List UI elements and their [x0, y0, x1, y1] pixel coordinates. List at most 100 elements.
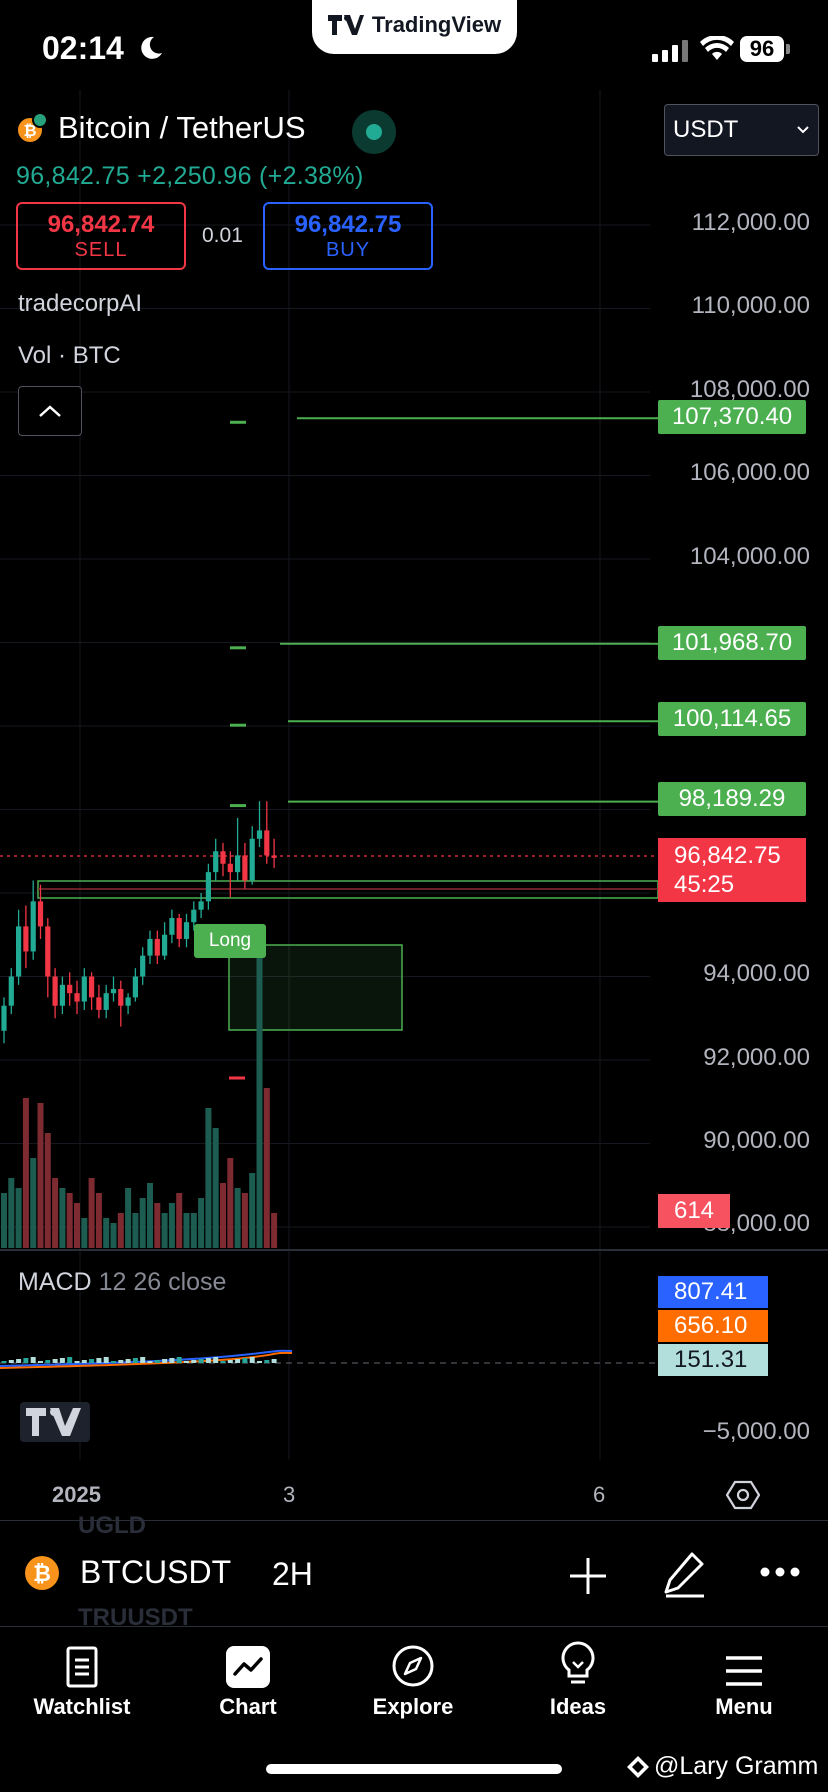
macd-histogram-bar — [132, 1358, 138, 1363]
level-tag[interactable]: 98,189.29 — [658, 782, 806, 816]
tab-chart[interactable]: Chart — [168, 1636, 328, 1720]
time-label: 2025 — [52, 1482, 101, 1507]
macd-histogram-bar — [140, 1357, 146, 1363]
buy-price: 96,842.75 — [294, 210, 402, 238]
candle-body — [242, 855, 248, 881]
current-price-tag[interactable]: 96,842.75 45:25 — [658, 838, 806, 902]
symbol-header[interactable]: ₿ Bitcoin / TetherUS — [16, 110, 306, 146]
macd-histogram-bar — [23, 1358, 29, 1363]
indicator-legend[interactable]: tradecorpAI — [18, 290, 143, 317]
bitcoin-logo-icon: ₿ — [18, 112, 48, 142]
macd-histogram-bar — [154, 1360, 160, 1363]
macd-histogram-bar — [118, 1360, 124, 1363]
symbol-search-button[interactable]: ₿ BTCUSDT — [24, 1554, 231, 1591]
tab-label: Chart — [219, 1694, 277, 1719]
macd-histogram-bar — [271, 1359, 277, 1363]
price-tick: 110,000.00 — [691, 292, 810, 319]
market-open-dot — [366, 124, 382, 140]
tab-label: Menu — [715, 1694, 773, 1719]
moon-icon — [141, 36, 162, 59]
chart-settings-icon[interactable] — [726, 1480, 760, 1510]
buy-button[interactable]: 96,842.75 BUY — [263, 202, 433, 270]
tab-ideas[interactable]: Ideas — [498, 1636, 658, 1720]
volume-bar — [125, 1188, 132, 1248]
macd-histogram-bar — [169, 1358, 175, 1363]
price-tick: 94,000.00 — [703, 960, 810, 987]
candle-body — [220, 851, 226, 864]
candle-body — [37, 901, 44, 927]
volume-bar — [227, 1158, 234, 1248]
svg-text:₿: ₿ — [33, 1562, 51, 1587]
macd-histogram-bar — [125, 1359, 131, 1363]
long-signal-label[interactable]: Long — [194, 924, 266, 958]
collapse-legend-button[interactable] — [18, 386, 82, 436]
macd-histogram-bar — [74, 1361, 80, 1363]
macd-histogram-bar — [220, 1361, 226, 1363]
credit-text: @Lary Gramm — [654, 1752, 819, 1780]
candle-body — [45, 926, 51, 977]
sell-button[interactable]: 96,842.74 SELL — [16, 202, 186, 270]
price-tick: 106,000.00 — [689, 459, 810, 486]
candle-body — [191, 909, 197, 923]
candle-body — [89, 976, 95, 998]
macd-value-tag: 807.41 — [658, 1276, 768, 1308]
macd-histogram-bar — [45, 1360, 51, 1363]
macd-histogram-bar — [227, 1360, 233, 1363]
volume-bar — [190, 1213, 197, 1248]
level-tag[interactable]: 107,370.40 — [658, 400, 806, 434]
spread-value: 0.01 — [202, 224, 243, 247]
macd-histogram-bar — [96, 1358, 102, 1363]
add-icon[interactable] — [566, 1554, 610, 1598]
candle-body — [169, 918, 175, 935]
macd-histogram-bar — [103, 1357, 109, 1363]
battery-tip — [786, 44, 790, 54]
macd-histogram-bar — [264, 1360, 270, 1363]
macd-histogram-bar — [242, 1358, 248, 1363]
volume-bar — [52, 1178, 59, 1248]
tab-explore[interactable]: Explore — [333, 1636, 493, 1720]
battery-indicator: 96 — [740, 36, 784, 62]
tab-watchlist[interactable]: Watchlist — [2, 1636, 162, 1720]
chevron-down-icon — [797, 126, 809, 134]
macd-histogram-bar — [191, 1360, 197, 1363]
volume-legend[interactable]: Vol · BTC — [18, 342, 121, 369]
lightbulb-icon — [561, 1641, 595, 1684]
drawing-tool-icon[interactable] — [662, 1550, 708, 1600]
tradingview-logo-icon — [327, 15, 364, 35]
macd-legend[interactable]: MACD 12 26 close — [18, 1268, 226, 1297]
candle-body — [67, 984, 73, 994]
level-tag[interactable]: 101,968.70 — [658, 626, 806, 660]
currency-select[interactable]: USDT — [664, 104, 819, 156]
interval-button[interactable]: 2H — [272, 1556, 313, 1592]
macd-histogram-bar — [89, 1359, 95, 1363]
more-icon[interactable] — [760, 1566, 800, 1578]
macd-name: MACD — [18, 1268, 92, 1296]
compass-icon — [392, 1645, 434, 1687]
home-indicator[interactable] — [266, 1764, 562, 1774]
tab-label: Watchlist — [33, 1694, 131, 1719]
volume-value-tag: 614 — [658, 1194, 730, 1228]
price-tick: 92,000.00 — [703, 1044, 810, 1071]
market-open-indicator[interactable] — [352, 110, 396, 154]
tradingview-banner[interactable]: TradingView — [312, 0, 517, 54]
macd-histogram-tag: 151.31 — [658, 1344, 768, 1376]
candle-body — [8, 976, 14, 1006]
candle-body — [162, 934, 168, 956]
last-price: 96,842.75 — [16, 162, 130, 190]
price-chart[interactable] — [0, 90, 828, 1520]
candle-body — [30, 901, 36, 952]
volume-bar — [212, 1128, 219, 1248]
volume-bar — [249, 1173, 256, 1248]
level-tag[interactable]: 100,114.65 — [658, 702, 806, 736]
volume-bar — [147, 1183, 153, 1248]
volume-bar — [220, 1183, 226, 1248]
volume-bar — [154, 1203, 161, 1248]
sell-label: SELL — [74, 238, 128, 261]
tradingview-watermark-icon — [20, 1402, 90, 1442]
macd-histogram-bar — [235, 1359, 241, 1363]
macd-histogram-bar — [184, 1361, 189, 1363]
hamburger-icon — [726, 1656, 762, 1686]
volume-bar — [234, 1188, 241, 1248]
tab-menu[interactable]: Menu — [664, 1636, 824, 1720]
candle-body — [1, 1005, 7, 1031]
